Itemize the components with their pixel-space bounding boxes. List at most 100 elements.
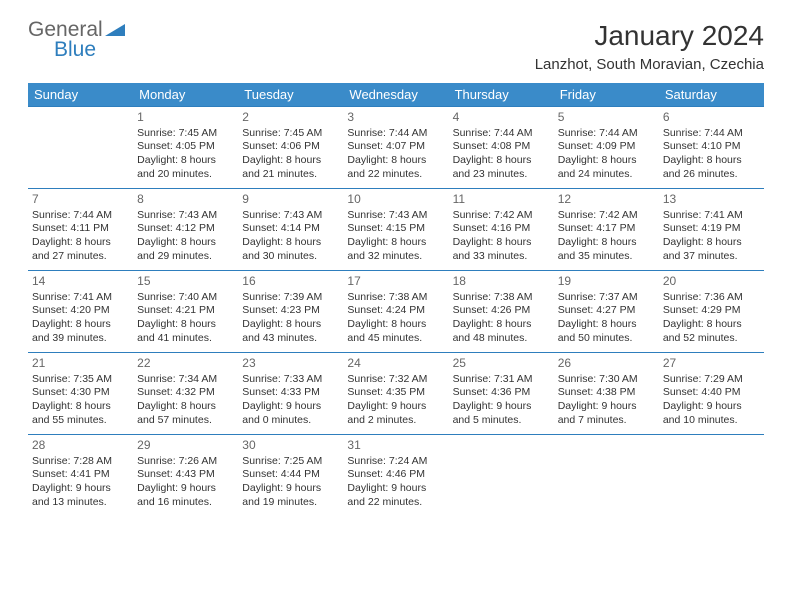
day-number: 14 [32,274,129,290]
day-dl2: and 39 minutes. [32,332,129,346]
day-sunrise: Sunrise: 7:25 AM [242,455,339,469]
day-number: 22 [137,356,234,372]
day-dl2: and 0 minutes. [242,414,339,428]
day-number: 25 [453,356,550,372]
day-cell: 11Sunrise: 7:42 AMSunset: 4:16 PMDayligh… [449,189,554,271]
day-number: 27 [663,356,760,372]
day-sunrise: Sunrise: 7:41 AM [663,209,760,223]
day-number: 6 [663,110,760,126]
weekday-header: Monday [133,83,238,107]
day-dl2: and 33 minutes. [453,250,550,264]
day-cell: 31Sunrise: 7:24 AMSunset: 4:46 PMDayligh… [343,435,448,517]
logo-text-2: Blue [28,40,125,60]
day-cell: 2Sunrise: 7:45 AMSunset: 4:06 PMDaylight… [238,107,343,189]
day-number: 8 [137,192,234,208]
day-cell: 15Sunrise: 7:40 AMSunset: 4:21 PMDayligh… [133,271,238,353]
day-dl1: Daylight: 9 hours [453,400,550,414]
day-dl2: and 20 minutes. [137,168,234,182]
day-cell: 14Sunrise: 7:41 AMSunset: 4:20 PMDayligh… [28,271,133,353]
day-sunset: Sunset: 4:32 PM [137,386,234,400]
day-dl2: and 27 minutes. [32,250,129,264]
day-cell: 21Sunrise: 7:35 AMSunset: 4:30 PMDayligh… [28,353,133,435]
day-sunset: Sunset: 4:41 PM [32,468,129,482]
day-cell [28,107,133,189]
day-number: 2 [242,110,339,126]
day-dl2: and 26 minutes. [663,168,760,182]
day-cell [449,435,554,517]
day-sunset: Sunset: 4:15 PM [347,222,444,236]
day-sunrise: Sunrise: 7:43 AM [137,209,234,223]
day-dl2: and 10 minutes. [663,414,760,428]
day-number: 16 [242,274,339,290]
day-dl1: Daylight: 8 hours [242,318,339,332]
day-sunset: Sunset: 4:36 PM [453,386,550,400]
page-title: January 2024 [535,20,764,52]
day-sunrise: Sunrise: 7:35 AM [32,373,129,387]
week-row: 1Sunrise: 7:45 AMSunset: 4:05 PMDaylight… [28,107,764,189]
header: General Blue January 2024 Lanzhot, South… [28,20,764,73]
day-dl1: Daylight: 8 hours [137,318,234,332]
day-number: 9 [242,192,339,208]
day-sunset: Sunset: 4:40 PM [663,386,760,400]
day-cell: 23Sunrise: 7:33 AMSunset: 4:33 PMDayligh… [238,353,343,435]
day-sunset: Sunset: 4:33 PM [242,386,339,400]
day-dl2: and 35 minutes. [558,250,655,264]
day-number: 20 [663,274,760,290]
day-cell: 13Sunrise: 7:41 AMSunset: 4:19 PMDayligh… [659,189,764,271]
day-sunrise: Sunrise: 7:44 AM [347,127,444,141]
day-sunrise: Sunrise: 7:29 AM [663,373,760,387]
day-dl1: Daylight: 8 hours [347,318,444,332]
day-dl1: Daylight: 8 hours [32,318,129,332]
day-cell: 9Sunrise: 7:43 AMSunset: 4:14 PMDaylight… [238,189,343,271]
day-sunrise: Sunrise: 7:44 AM [32,209,129,223]
day-sunrise: Sunrise: 7:42 AM [453,209,550,223]
day-dl2: and 22 minutes. [347,496,444,510]
day-sunrise: Sunrise: 7:37 AM [558,291,655,305]
day-number: 21 [32,356,129,372]
day-cell: 1Sunrise: 7:45 AMSunset: 4:05 PMDaylight… [133,107,238,189]
day-sunset: Sunset: 4:44 PM [242,468,339,482]
day-number: 10 [347,192,444,208]
day-sunrise: Sunrise: 7:24 AM [347,455,444,469]
day-dl2: and 43 minutes. [242,332,339,346]
day-dl2: and 55 minutes. [32,414,129,428]
day-dl2: and 22 minutes. [347,168,444,182]
day-sunrise: Sunrise: 7:44 AM [558,127,655,141]
day-sunrise: Sunrise: 7:28 AM [32,455,129,469]
day-dl1: Daylight: 8 hours [558,236,655,250]
day-dl1: Daylight: 8 hours [663,236,760,250]
day-number: 28 [32,438,129,454]
location: Lanzhot, South Moravian, Czechia [535,56,764,73]
day-sunset: Sunset: 4:16 PM [453,222,550,236]
week-row: 14Sunrise: 7:41 AMSunset: 4:20 PMDayligh… [28,271,764,353]
day-cell: 4Sunrise: 7:44 AMSunset: 4:08 PMDaylight… [449,107,554,189]
day-sunset: Sunset: 4:21 PM [137,304,234,318]
day-dl2: and 7 minutes. [558,414,655,428]
weekday-header: Saturday [659,83,764,107]
day-dl1: Daylight: 9 hours [558,400,655,414]
day-number: 1 [137,110,234,126]
day-number: 26 [558,356,655,372]
day-dl1: Daylight: 9 hours [347,482,444,496]
day-dl1: Daylight: 9 hours [32,482,129,496]
day-sunrise: Sunrise: 7:34 AM [137,373,234,387]
weekday-header-row: Sunday Monday Tuesday Wednesday Thursday… [28,83,764,107]
day-dl2: and 29 minutes. [137,250,234,264]
day-sunrise: Sunrise: 7:43 AM [242,209,339,223]
day-sunset: Sunset: 4:35 PM [347,386,444,400]
day-dl2: and 37 minutes. [663,250,760,264]
day-sunrise: Sunrise: 7:45 AM [137,127,234,141]
day-sunset: Sunset: 4:12 PM [137,222,234,236]
day-cell [554,435,659,517]
day-dl1: Daylight: 8 hours [663,318,760,332]
calendar-table: Sunday Monday Tuesday Wednesday Thursday… [28,83,764,517]
day-dl2: and 2 minutes. [347,414,444,428]
day-number: 12 [558,192,655,208]
week-row: 28Sunrise: 7:28 AMSunset: 4:41 PMDayligh… [28,435,764,517]
day-cell: 20Sunrise: 7:36 AMSunset: 4:29 PMDayligh… [659,271,764,353]
calendar-page: General Blue January 2024 Lanzhot, South… [0,0,792,537]
day-sunset: Sunset: 4:29 PM [663,304,760,318]
day-number: 18 [453,274,550,290]
day-dl2: and 45 minutes. [347,332,444,346]
day-sunrise: Sunrise: 7:26 AM [137,455,234,469]
